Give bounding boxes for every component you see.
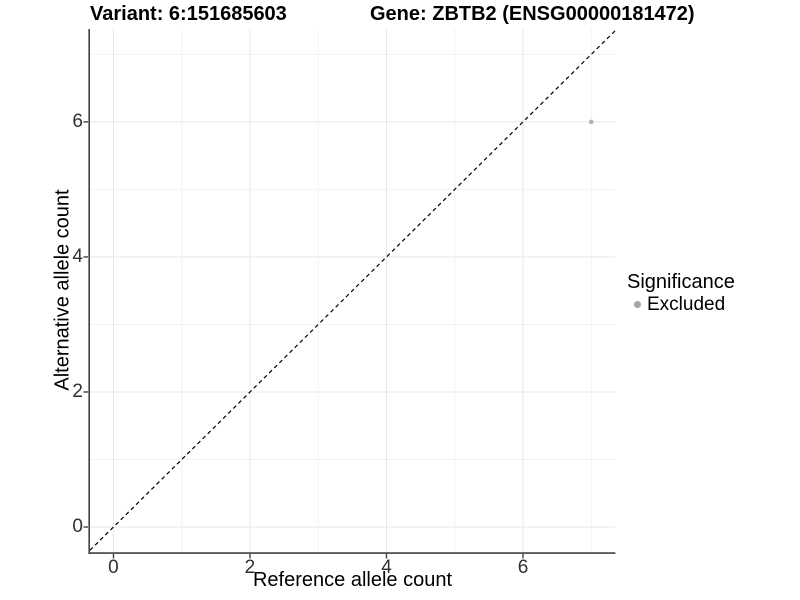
plot-title-gene: Gene: ZBTB2 (ENSG00000181472) <box>370 3 695 25</box>
x-tick-label: 6 <box>517 557 529 578</box>
legend: Significance Excluded <box>627 271 735 315</box>
x-tick-label: 2 <box>244 557 256 578</box>
plot-title-variant: Variant: 6:151685603 <box>90 3 287 25</box>
x-axis-title: Reference allele count <box>252 569 452 591</box>
y-tick-label: 6 <box>72 110 83 132</box>
legend-title: Significance <box>627 271 735 293</box>
y-tick-label: 4 <box>72 245 83 267</box>
data-point <box>588 119 594 125</box>
y-tick-label: 0 <box>72 516 83 537</box>
legend-item-label: Excluded <box>647 294 726 315</box>
y-tick-label: 2 <box>72 380 83 402</box>
legend-point-swatch <box>634 301 641 308</box>
y-axis-title: Alternative allele count <box>51 189 74 391</box>
x-tick-label: 0 <box>108 557 119 578</box>
x-tick-label: 4 <box>381 557 392 578</box>
legend-item-excluded: Excluded <box>627 294 735 315</box>
identity-reference-line <box>89 30 616 551</box>
